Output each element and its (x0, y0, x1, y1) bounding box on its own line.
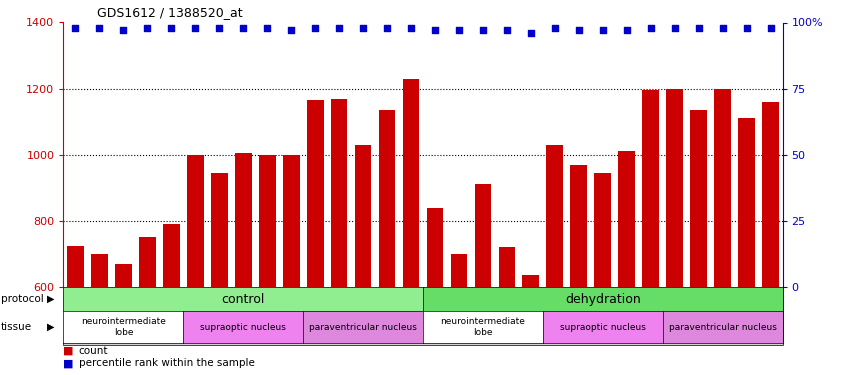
Text: paraventricular nucleus: paraventricular nucleus (668, 322, 777, 332)
Point (284, 27, 298, 33)
Point (164, 25, 178, 31)
Text: ▶: ▶ (47, 322, 55, 332)
Bar (498, 247, 515, 287)
Text: ■: ■ (63, 346, 74, 356)
Bar (379, 110, 395, 287)
Text: percentile rank within the sample: percentile rank within the sample (79, 358, 255, 368)
Point (716, 25, 729, 31)
Bar (91, 254, 107, 287)
Bar (235, 153, 251, 287)
Point (117, 27, 130, 33)
Point (764, 25, 777, 31)
Bar (739, 118, 755, 287)
Point (404, 25, 418, 31)
Point (380, 25, 393, 31)
Point (644, 25, 657, 31)
Bar (211, 173, 228, 287)
Text: neurointermediate
lobe: neurointermediate lobe (81, 318, 166, 337)
Point (92, 25, 106, 31)
Point (212, 25, 226, 31)
Bar (714, 88, 731, 287)
Bar (618, 152, 635, 287)
Bar (259, 154, 276, 287)
Point (524, 30, 537, 36)
Point (500, 27, 514, 33)
Bar (403, 79, 420, 287)
Point (308, 25, 321, 31)
Point (620, 27, 634, 33)
Text: supraoptic nucleus: supraoptic nucleus (201, 322, 286, 332)
Point (739, 25, 753, 31)
Text: dehydration: dehydration (565, 292, 640, 306)
Bar (595, 173, 611, 287)
Text: count: count (79, 346, 108, 356)
Point (452, 27, 465, 33)
Text: neurointermediate
lobe: neurointermediate lobe (441, 318, 525, 337)
Point (667, 25, 681, 31)
Bar (307, 100, 323, 287)
Bar (283, 154, 299, 287)
Point (572, 27, 585, 33)
Point (140, 25, 154, 31)
Text: ■: ■ (63, 358, 74, 368)
Bar (354, 145, 371, 287)
Bar (139, 237, 156, 287)
Bar (115, 264, 132, 287)
Bar (331, 99, 348, 287)
Bar (547, 145, 563, 287)
Point (189, 25, 202, 31)
Point (356, 25, 370, 31)
Bar (642, 90, 659, 287)
Text: tissue: tissue (1, 322, 32, 332)
Bar (762, 102, 779, 287)
Bar (667, 88, 683, 287)
Bar (523, 275, 539, 287)
Text: paraventricular nucleus: paraventricular nucleus (309, 322, 417, 332)
Text: ▶: ▶ (47, 294, 55, 304)
Text: GDS1612 / 1388520_at: GDS1612 / 1388520_at (97, 6, 243, 19)
Text: supraoptic nucleus: supraoptic nucleus (560, 322, 645, 332)
Bar (570, 165, 587, 287)
Point (692, 25, 706, 31)
Bar (67, 246, 84, 287)
Bar (475, 184, 492, 287)
Text: protocol: protocol (1, 294, 44, 304)
Point (236, 25, 250, 31)
Bar (451, 254, 467, 287)
Bar (187, 154, 204, 287)
Point (596, 27, 609, 33)
Bar (163, 224, 179, 287)
Text: control: control (222, 292, 265, 306)
Point (69, 25, 82, 31)
Point (476, 27, 490, 33)
Bar (426, 207, 443, 287)
Point (332, 25, 346, 31)
Point (428, 27, 442, 33)
Point (548, 25, 562, 31)
Bar (690, 110, 707, 287)
Point (261, 25, 274, 31)
